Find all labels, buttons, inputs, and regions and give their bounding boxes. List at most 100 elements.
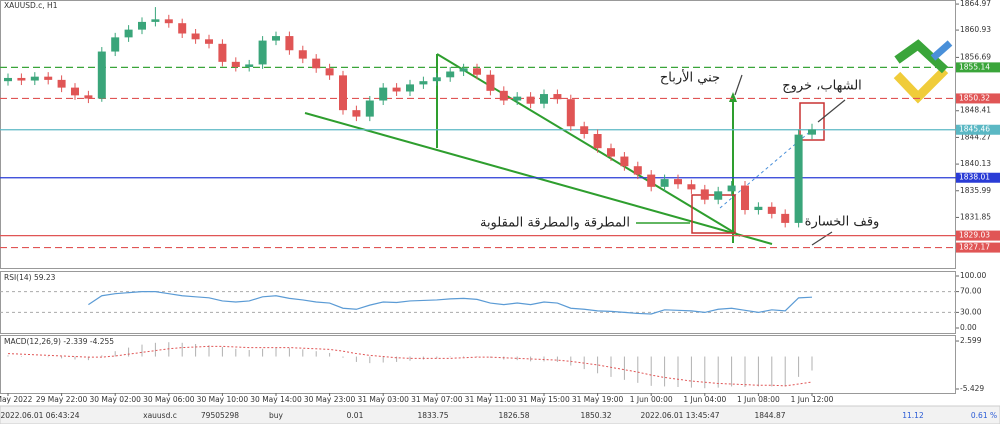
y-tick-label: 1856.69 <box>960 52 991 61</box>
candle-body <box>352 110 361 117</box>
annotation: وقف الخسارة <box>805 215 880 230</box>
y-tick-label: 1848.41 <box>960 106 991 115</box>
candle-body <box>767 206 776 214</box>
x-tick-label: 27 May 2022 <box>0 395 33 404</box>
candle-body <box>111 37 120 52</box>
level-label: 1850.32 <box>959 93 990 102</box>
annotation-arrow <box>734 74 743 96</box>
level-label: 1829.03 <box>959 231 990 240</box>
candle-body <box>339 75 347 111</box>
candle-body <box>700 189 709 200</box>
status-text: 1844.87 <box>754 411 785 420</box>
x-tick-label: 30 May 02:00 <box>89 395 141 404</box>
candle-body <box>808 129 816 135</box>
candle-body <box>607 148 615 157</box>
candle-body <box>419 81 428 85</box>
annotation: جني الأرباح <box>660 69 720 86</box>
y-tick-label: 1831.85 <box>960 212 991 221</box>
level-label: 1838.01 <box>959 173 990 182</box>
status-text: 1850.32 <box>580 411 611 420</box>
candle-body <box>138 21 146 30</box>
x-tick-label: 29 May 22:00 <box>36 395 88 404</box>
x-tick-label: 30 May 10:00 <box>197 395 249 404</box>
candle-body <box>218 43 227 62</box>
main-panel <box>0 0 956 269</box>
y-tick-label: -5.429 <box>960 384 984 393</box>
wedge-line <box>304 112 773 245</box>
candle-body <box>124 29 133 38</box>
x-tick-label: 30 May 23:00 <box>304 395 356 404</box>
status-text: 0.01 <box>347 411 364 420</box>
x-tick-label: 31 May 19:00 <box>572 395 624 404</box>
y-tick-label: 70.00 <box>960 287 982 296</box>
annotation: المطرقة والمطرقة المقلوبة <box>480 216 630 231</box>
drawings: جني الأرباح الشهاب، خروج المطرقة والمطرق… <box>304 53 880 246</box>
candle-body <box>325 68 334 76</box>
status-text: buy <box>269 411 284 420</box>
y-tick-label: 100.00 <box>960 271 986 280</box>
candle-body <box>245 64 254 67</box>
candle-body <box>754 206 763 211</box>
level-label: 1845.46 <box>959 125 990 134</box>
y-tick-label: 30.00 <box>960 307 982 316</box>
candle-body <box>446 71 455 78</box>
candle-body <box>151 19 160 22</box>
candle-body <box>312 58 321 69</box>
rsi-panel <box>0 271 956 334</box>
candle-body <box>392 87 401 92</box>
candle-body <box>84 95 93 99</box>
annotation: الشهاب، خروج <box>782 79 862 94</box>
candle-body <box>258 40 267 65</box>
x-tick-label: 31 May 07:00 <box>411 395 463 404</box>
candle-body <box>593 134 602 149</box>
candle-body <box>298 50 307 59</box>
candle-body <box>794 134 803 223</box>
candle-body <box>459 68 468 72</box>
logo-mark <box>893 66 949 104</box>
x-tick-label: 30 May 06:00 <box>143 395 195 404</box>
candle-body <box>205 39 213 44</box>
x-tick-label: 31 May 11:00 <box>465 395 517 404</box>
rsi-line <box>88 290 813 315</box>
candle-body <box>714 191 723 200</box>
signal-line <box>7 345 813 387</box>
candle-body <box>30 76 39 81</box>
level-label: 1827.17 <box>959 243 990 252</box>
x-tick-label: 31 May 03:00 <box>357 395 409 404</box>
candle-body <box>406 84 414 92</box>
y-tick-label: 1844.27 <box>960 132 991 141</box>
candle-body <box>191 33 200 40</box>
candle-body <box>566 99 575 127</box>
status-text: 79505298 <box>201 411 239 420</box>
status-bar <box>0 405 1000 424</box>
candle-body <box>231 61 240 67</box>
annotation-arrow <box>817 99 846 123</box>
level-label-bg <box>956 93 1000 104</box>
logo-mark <box>930 40 953 61</box>
x-tick-label: 31 May 15:00 <box>518 395 570 404</box>
candle-body <box>365 100 374 117</box>
x-tick-label: 1 Jun 04:00 <box>683 395 726 404</box>
candle-body <box>473 68 481 75</box>
status-text: 2022.06.01 13:45:47 <box>640 411 719 420</box>
x-tick-label: 1 Jun 08:00 <box>737 395 780 404</box>
rsi-title: RSI(14) 59.23 <box>4 273 56 282</box>
status-text: 1826.58 <box>498 411 529 420</box>
candle-body <box>553 94 562 100</box>
annotation-arrow <box>811 231 833 246</box>
candle-body <box>781 213 790 223</box>
candle-body <box>660 179 669 187</box>
candle-body <box>486 74 495 91</box>
y-tick-label: 1840.13 <box>960 159 991 168</box>
status-text: 2022.06.01 06:43:24 <box>0 411 79 420</box>
candle-body <box>285 36 294 51</box>
candle-body <box>580 126 589 134</box>
candle-body <box>687 184 696 190</box>
candle-body <box>526 96 535 104</box>
candle-body <box>540 94 548 104</box>
y-tick-label: 2.599 <box>960 336 982 345</box>
y-tick-label: 0.00 <box>960 323 977 332</box>
level-label: 1855.14 <box>959 62 990 71</box>
candle-body <box>379 87 388 101</box>
